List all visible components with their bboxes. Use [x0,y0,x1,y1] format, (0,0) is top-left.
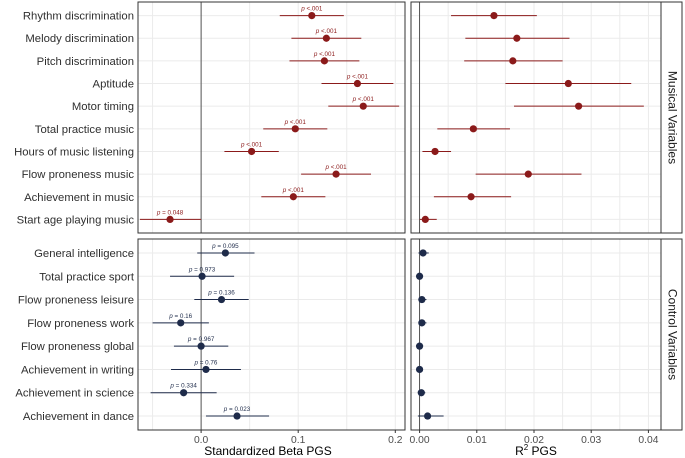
x-axis-label-r2-sup: 2 [524,443,529,452]
panel-frame [137,1,406,234]
category-label-flow-proneness-work: Flow proneness work [27,318,134,330]
point-r2-flow-proneness-work [418,319,426,327]
point-beta-rhythm-discrimination [308,11,316,20]
point-r2-achievement-in-dance [423,412,432,420]
point-beta-general-intelligence [221,249,229,257]
p-value-label-achievement-in-writing: p = 0.76 [193,359,217,366]
p-value-label-total-practice-music: p <.001 [284,119,307,126]
x-tick-label-r2: 0.00 [410,435,430,446]
point-r2-flow-proneness-music [524,170,532,178]
category-label-total-practice-sport: Total practice sport [39,271,135,283]
point-r2-motor-timing [575,102,583,110]
category-label-flow-proneness-music: Flow proneness music [22,169,135,181]
point-r2-flow-proneness-leisure [418,295,426,304]
panel-bg [138,2,405,233]
category-label-general-intelligence: General intelligence [34,248,134,260]
x-tick-label-r2: 0.03 [581,435,601,446]
category-label-start-age-playing-music: Start age playing music [17,214,135,226]
p-value-label-flow-proneness-work: p = 0.16 [168,313,192,320]
x-tick-label-r2: 0.04 [638,435,658,446]
text-layer: Rhythm discrimination p <.001 Melody discr… [14,6,679,446]
facet-strip-label-musical-variables: Musical Variables [665,71,679,164]
point-r2-hours-of-music-listening [431,147,439,156]
point-beta-melody-discrimination [322,34,330,42]
point-beta-flow-proneness-work [177,319,185,327]
category-label-motor-timing: Motor timing [72,101,134,113]
point-beta-achievement-in-dance [233,412,241,420]
x-axis-label-r2: R2 PGS [515,443,557,458]
category-label-melody-discrimination: Melody discrimination [25,33,134,45]
p-value-label-general-intelligence: p = 0.095 [211,243,239,250]
x-axis-label-beta: Standardized Beta PGS [204,444,331,458]
point-beta-pitch-discrimination [320,57,329,65]
facet-strip-musical-variables [660,1,683,234]
point-beta-flow-proneness-leisure [217,295,226,304]
p-value-label-flow-proneness-music: p <.001 [324,164,347,171]
point-beta-hours-of-music-listening [247,147,256,156]
p-value-label-aptitude: p <.001 [346,74,369,81]
x-tick-label-beta: 0.1 [291,435,306,446]
point-r2-start-age-playing-music [421,215,429,224]
panel-bg [138,239,405,430]
point-r2-melody-discrimination [513,34,521,42]
p-value-label-start-age-playing-music: p = 0.048 [156,209,184,216]
point-r2-achievement-in-science [417,389,425,397]
x-axis-label-r2-main: R [515,444,524,458]
p-value-label-hours-of-music-listening: p <.001 [240,141,263,148]
x-axis-label-r2-suffix: PGS [528,444,557,458]
p-value-label-achievement-in-science: p = 0.334 [169,383,197,390]
p-value-label-rhythm-discrimination: p <.001 [300,6,323,13]
p-value-label-flow-proneness-global: p = 0.967 [187,336,215,343]
facet-strip-control-variables [660,238,683,431]
category-label-total-practice-music: Total practice music [35,124,135,136]
p-value-label-total-practice-sport: p = 0.973 [188,266,216,273]
point-beta-motor-timing [359,102,367,110]
point-r2-flow-proneness-global [415,342,424,350]
category-label-achievement-in-dance: Achievement in dance [23,411,134,423]
point-r2-aptitude [564,79,572,88]
point-r2-total-practice-music [469,125,477,133]
x-tick-label-beta: 0.0 [194,435,209,446]
panel-frame [137,238,406,431]
point-r2-general-intelligence [419,249,427,257]
category-label-flow-proneness-leisure: Flow proneness leisure [18,295,134,307]
p-value-label-achievement-in-music: p <.001 [282,187,305,194]
point-beta-total-practice-music [291,125,299,133]
category-label-achievement-in-music: Achievement in music [24,192,134,204]
x-tick-label-r2: 0.02 [524,435,544,446]
marks-layer [139,2,644,430]
point-beta-flow-proneness-global [197,342,205,350]
p-value-label-melody-discrimination: p <.001 [315,28,338,35]
p-value-label-motor-timing: p <.001 [352,96,375,103]
point-beta-achievement-in-writing [202,365,210,374]
category-label-pitch-discrimination: Pitch discrimination [37,56,134,68]
point-beta-flow-proneness-music [332,170,340,178]
category-label-rhythm-discrimination: Rhythm discrimination [23,11,134,23]
point-beta-start-age-playing-music [166,215,174,224]
point-r2-rhythm-discrimination [490,11,498,20]
x-tick-label-beta: 0.2 [388,435,403,446]
p-value-label-flow-proneness-leisure: p = 0.136 [207,290,235,297]
p-value-label-pitch-discrimination: p <.001 [313,51,336,58]
point-r2-total-practice-sport [415,272,424,280]
category-label-achievement-in-science: Achievement in science [15,388,134,400]
p-value-label-achievement-in-dance: p = 0.023 [223,406,251,413]
category-label-hours-of-music-listening: Hours of music listening [14,146,134,158]
point-beta-achievement-in-science [180,389,188,397]
point-r2-achievement-in-music [467,193,475,201]
point-r2-achievement-in-writing [415,365,424,374]
point-beta-aptitude [353,79,362,88]
facet-strip-label-control-variables: Control Variables [665,289,679,380]
category-label-achievement-in-writing: Achievement in writing [21,364,134,376]
x-tick-label-r2: 0.01 [467,435,487,446]
frames-layer [137,1,683,433]
point-beta-total-practice-sport [198,272,206,280]
point-r2-pitch-discrimination [509,57,517,65]
category-label-aptitude: Aptitude [93,79,134,91]
point-beta-achievement-in-music [289,193,297,201]
category-label-flow-proneness-global: Flow proneness global [21,341,134,353]
